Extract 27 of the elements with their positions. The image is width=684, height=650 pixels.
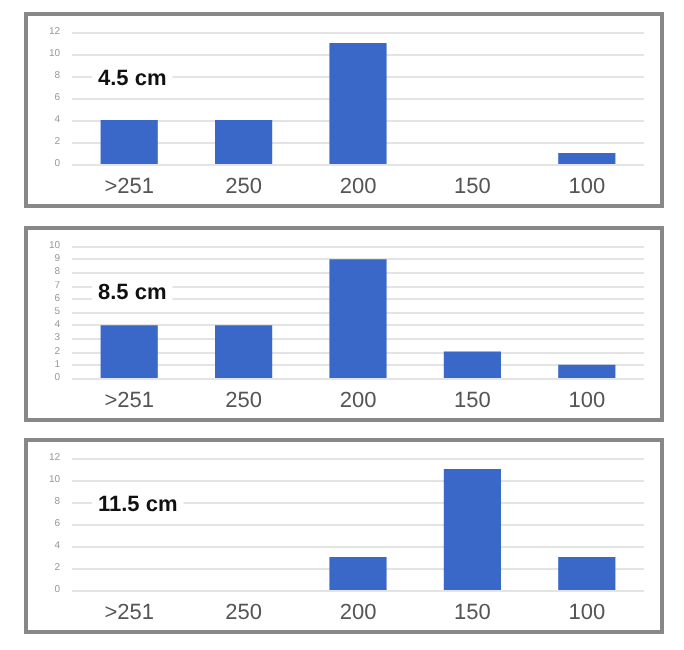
bar bbox=[215, 120, 273, 164]
bar bbox=[558, 364, 616, 378]
x-tick-label: 250 bbox=[225, 175, 262, 199]
x-tick-label: 200 bbox=[339, 175, 377, 199]
x-tick-label: >251 bbox=[104, 175, 154, 199]
annotation: 4.5 cm bbox=[98, 67, 167, 91]
bar bbox=[329, 259, 387, 378]
x-tick-label: 150 bbox=[454, 601, 491, 625]
x-tick-label: 100 bbox=[568, 175, 606, 199]
x-tick-label: >251 bbox=[104, 601, 154, 625]
bar bbox=[100, 325, 158, 378]
x-tick-label: 150 bbox=[454, 389, 491, 413]
bar bbox=[329, 43, 387, 164]
x-tick-label: 100 bbox=[568, 601, 606, 625]
bar bbox=[215, 325, 273, 378]
x-tick-label: >251 bbox=[104, 389, 154, 413]
x-tick-label: 200 bbox=[339, 389, 377, 413]
x-tick-label: 200 bbox=[339, 601, 377, 625]
bar bbox=[443, 351, 501, 378]
x-tick-label: 150 bbox=[454, 175, 491, 199]
annotation: 8.5 cm bbox=[98, 281, 167, 305]
x-tick-label: 250 bbox=[225, 389, 262, 413]
bar bbox=[100, 120, 158, 164]
annotation: 11.5 cm bbox=[98, 493, 178, 517]
bar bbox=[558, 153, 616, 164]
x-tick-label: 250 bbox=[225, 601, 262, 625]
x-tick-label: 100 bbox=[568, 389, 606, 413]
